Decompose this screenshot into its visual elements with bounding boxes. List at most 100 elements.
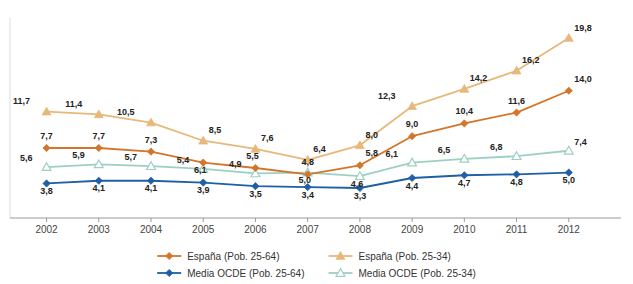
data-label: 3,5 xyxy=(249,189,262,199)
data-label: 4,8 xyxy=(510,177,523,187)
data-label: 7,6 xyxy=(261,133,274,143)
series-marker xyxy=(513,109,520,116)
x-tick xyxy=(568,218,569,222)
y-axis-line xyxy=(10,18,11,218)
series-marker xyxy=(147,162,156,170)
data-label: 5,7 xyxy=(124,152,137,162)
data-label: 7,3 xyxy=(145,135,158,145)
x-tick-label: 2007 xyxy=(297,224,320,235)
legend-label: España (Pob. 25-64) xyxy=(187,251,279,262)
data-label: 4,1 xyxy=(93,183,106,193)
x-axis-line xyxy=(10,218,621,219)
data-label: 4,7 xyxy=(458,178,471,188)
series-marker xyxy=(460,85,469,93)
x-tick xyxy=(516,218,517,222)
data-label: 6,1 xyxy=(194,165,207,175)
series-marker xyxy=(460,155,469,163)
series-marker xyxy=(42,163,51,171)
series-marker xyxy=(408,102,417,110)
x-tick xyxy=(203,218,204,222)
data-label: 5,9 xyxy=(72,150,85,160)
legend-item: España (Pob. 25-34) xyxy=(329,251,451,262)
data-label: 5,6 xyxy=(20,153,33,163)
data-label: 8,0 xyxy=(365,130,378,140)
x-tick-label: 2006 xyxy=(244,224,267,235)
data-label: 11,4 xyxy=(65,99,82,109)
data-label: 5,8 xyxy=(365,148,378,158)
x-tick xyxy=(255,218,256,222)
x-tick-label: 2009 xyxy=(401,224,424,235)
data-label: 6,4 xyxy=(313,144,326,154)
series-marker xyxy=(147,148,154,155)
x-tick-label: 2002 xyxy=(35,224,58,235)
data-label: 9,0 xyxy=(406,119,419,129)
data-label: 3,4 xyxy=(301,190,314,200)
x-tick-label: 2004 xyxy=(140,224,163,235)
data-label: 6,5 xyxy=(438,145,451,155)
x-tick xyxy=(359,218,360,222)
series-marker xyxy=(512,66,521,74)
x-tick xyxy=(46,218,47,222)
series-marker xyxy=(355,141,364,149)
data-label: 3,3 xyxy=(354,191,367,201)
data-label: 5,0 xyxy=(563,175,576,185)
x-tick xyxy=(307,218,308,222)
series-marker xyxy=(512,152,521,160)
data-label: 5,4 xyxy=(177,155,190,165)
data-label: 7,4 xyxy=(574,137,587,147)
data-label: 3,8 xyxy=(40,186,53,196)
legend-item: Media OCDE (Pob. 25-34) xyxy=(329,268,476,279)
data-label: 14,0 xyxy=(574,74,592,84)
data-label: 10,4 xyxy=(456,106,474,116)
data-label: 12,3 xyxy=(378,91,396,101)
data-label: 10,5 xyxy=(117,107,135,117)
series-marker xyxy=(95,144,102,151)
data-label: 4,8 xyxy=(301,157,314,167)
data-label: 11,7 xyxy=(13,96,30,106)
series-marker xyxy=(565,87,572,94)
x-tick-label: 2008 xyxy=(349,224,372,235)
data-label: 6,1 xyxy=(386,149,399,159)
legend-label: Media OCDE (Pob. 25-64) xyxy=(187,268,304,279)
data-label: 4,6 xyxy=(351,179,364,189)
legend-marker xyxy=(336,269,345,277)
series-line xyxy=(47,38,569,160)
data-label: 19,8 xyxy=(574,23,592,33)
legend-marker xyxy=(166,269,173,276)
x-tick xyxy=(151,218,152,222)
x-tick-label: 2012 xyxy=(558,224,581,235)
series-marker xyxy=(199,136,208,144)
series-marker xyxy=(564,34,573,42)
data-label: 5,5 xyxy=(246,151,259,161)
series-marker xyxy=(409,133,416,140)
legend-item: España (Pob. 25-64) xyxy=(157,251,279,262)
x-tick-label: 2005 xyxy=(192,224,215,235)
data-label: 4,4 xyxy=(406,181,419,191)
data-label: 6,8 xyxy=(490,142,503,152)
data-label: 5,0 xyxy=(298,175,311,185)
legend: España (Pob. 25-64) Media OCDE (Pob. 25-6… xyxy=(157,251,476,279)
legend-label: Media OCDE (Pob. 25-34) xyxy=(359,268,476,279)
data-label: 7,7 xyxy=(40,131,53,141)
series-marker xyxy=(564,146,573,154)
legend-label: España (Pob. 25-34) xyxy=(359,251,451,262)
series-marker xyxy=(252,164,259,171)
series-line xyxy=(47,91,569,175)
series-marker xyxy=(147,118,156,126)
x-tick xyxy=(98,218,99,222)
x-tick-label: 2003 xyxy=(88,224,111,235)
legend-marker xyxy=(166,252,173,259)
x-tick-label: 2010 xyxy=(453,224,476,235)
data-label: 7,7 xyxy=(93,131,106,141)
x-tick-label: 2011 xyxy=(506,224,528,235)
chart: 2002 2003 2004 2005 2006 2007 2008 2009 2010 2011… xyxy=(0,0,633,284)
plot-marks xyxy=(42,34,573,192)
series-marker xyxy=(94,160,103,168)
data-label: 14,2 xyxy=(470,73,488,83)
legend-item: Media OCDE (Pob. 25-64) xyxy=(157,268,304,279)
series-marker xyxy=(461,120,468,127)
data-label: 4,9 xyxy=(229,159,242,169)
data-label: 16,2 xyxy=(522,55,540,65)
series-marker xyxy=(408,158,417,166)
series-marker xyxy=(43,144,50,151)
